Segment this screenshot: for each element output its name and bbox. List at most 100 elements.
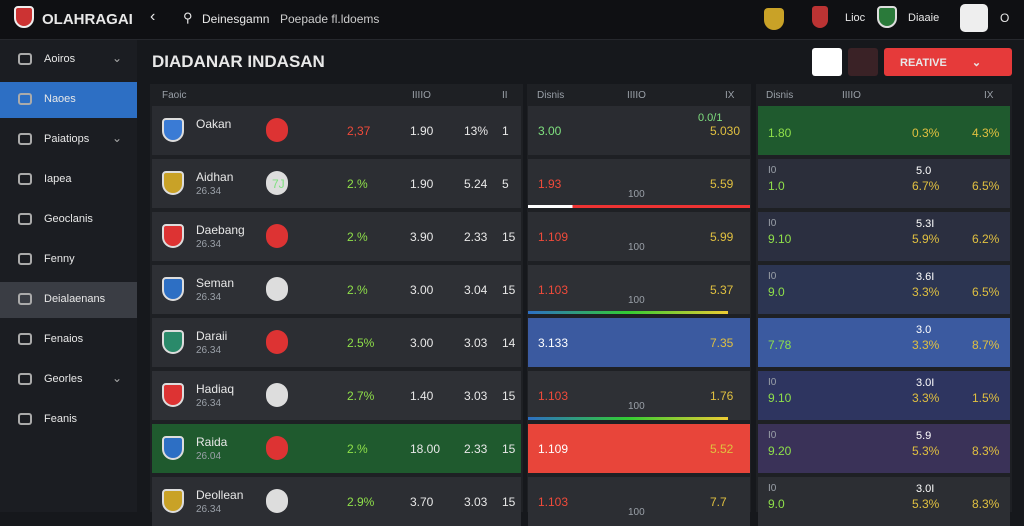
nav-item[interactable]: Naoes: [0, 82, 137, 118]
team-name: Aidhan: [196, 170, 234, 184]
search[interactable]: Deinesgamn: [202, 12, 270, 26]
column-header: Disnis: [537, 90, 565, 101]
value: 1.103: [538, 283, 569, 297]
back[interactable]: ‹: [150, 8, 156, 25]
value: 5: [502, 177, 509, 191]
nav-icon: [18, 133, 32, 145]
value: 0.3%: [912, 126, 940, 140]
value: 7.78: [768, 338, 792, 352]
nav-item[interactable]: Fenaios: [0, 322, 137, 358]
column-header: IIIIO: [412, 90, 431, 101]
table-row: 7.78 3.0 3.3% 8.7%: [758, 318, 1010, 367]
opponent-icon: [266, 171, 288, 195]
value: 1.93: [538, 177, 562, 191]
value: 4.3%: [972, 126, 1000, 140]
value: 1.0: [768, 179, 785, 193]
panel: Disnis IIIIO IX 1.80 0.3% 4.3% I0 1.0 5.0 6.7% 6.5…: [756, 84, 1012, 526]
value: 3.0I: [916, 483, 935, 495]
nav-item[interactable]: Fenny: [0, 242, 137, 278]
icon-button[interactable]: [812, 48, 842, 76]
nav-item[interactable]: Geoclanis: [0, 202, 137, 238]
team-sub: 26.34: [196, 239, 222, 250]
chevron: ⌄: [112, 51, 123, 65]
value: 3.04: [464, 283, 488, 297]
value: 5.52: [710, 442, 734, 456]
value: 2.%: [347, 442, 368, 456]
value: 18.00: [410, 442, 441, 456]
nav-icon: [18, 213, 32, 225]
team-sub: 26.34: [196, 504, 222, 515]
value: 6.2%: [972, 232, 1000, 246]
team-crest: [162, 224, 184, 248]
value: 2,37: [347, 124, 371, 138]
value: 9.0: [768, 285, 785, 299]
table-row: Raida 26.04 2.% 18.00 2.33 15: [152, 424, 521, 473]
menu-item[interactable]: Lioc: [845, 12, 866, 24]
label: 100: [628, 242, 645, 253]
value: 5.59: [710, 177, 734, 191]
chevron: ⌄: [112, 131, 123, 145]
nav-item[interactable]: Deialaenans: [0, 282, 137, 318]
search-icon[interactable]: ⚲: [183, 10, 193, 25]
label: I0: [768, 430, 777, 441]
nav-item[interactable]: Georles ⌄: [0, 362, 137, 398]
value: 7J: [272, 177, 285, 191]
value: 8.3%: [972, 497, 1000, 511]
value: 5.3%: [912, 444, 940, 458]
value: 3.3%: [912, 285, 940, 299]
progress: [528, 205, 750, 208]
table-row: I0 9.10 5.3I 5.9% 6.2%: [758, 212, 1010, 261]
nav-icon: [18, 93, 32, 105]
value: 1.103: [538, 389, 569, 403]
button[interactable]: REATIVE ⌄: [884, 48, 1012, 76]
value: 9.10: [768, 232, 792, 246]
value: 7.7: [710, 495, 727, 509]
button-label: REATIVE: [900, 57, 947, 69]
value: 15: [502, 442, 516, 456]
menu-item[interactable]: Diaaie: [908, 12, 940, 24]
nav-icon: [18, 173, 32, 185]
value: 14: [502, 336, 516, 350]
opponent-icon: [266, 224, 288, 248]
menu-item[interactable]: O: [1000, 11, 1010, 25]
value: 6.7%: [912, 179, 940, 193]
value: 3.3%: [912, 338, 940, 352]
nav-item[interactable]: Iapea: [0, 162, 137, 198]
nav-item[interactable]: Paiatiops ⌄: [0, 122, 137, 158]
team-sub: 26.04: [196, 451, 222, 462]
team-name: Seman: [196, 276, 235, 290]
value: 9.20: [768, 444, 792, 458]
table-row: I0 9.20 5.9 5.3% 8.3%: [758, 424, 1010, 473]
table-row: 1.80 0.3% 4.3%: [758, 106, 1010, 155]
nav-item[interactable]: Aoiros ⌄: [0, 42, 137, 78]
value: 3.03: [464, 389, 488, 403]
team-crest: [162, 436, 184, 460]
nav-label: Aoiros: [44, 53, 76, 65]
opponent-icon: [266, 436, 288, 460]
team-sub: 26.34: [196, 398, 222, 409]
emblem: [764, 8, 784, 30]
panel: Disnis IIIIO IX 3.00 0.0/1 5.030 1.93 100 5.59 1.…: [527, 84, 751, 526]
value: 2.5%: [347, 336, 375, 350]
value: 9.10: [768, 391, 792, 405]
column-header: Disnis: [766, 90, 794, 101]
value: 2.%: [347, 230, 368, 244]
team-crest: [162, 330, 184, 354]
table-row: Deollean 26.34 2.9% 3.70 3.03 15: [152, 477, 521, 526]
table-row: Oakan 2,37 1.90 13% 1: [152, 106, 521, 155]
table-row: 1.103 100 1.76: [528, 371, 750, 420]
nav-item[interactable]: Feanis: [0, 402, 137, 438]
icon-button[interactable]: [848, 48, 878, 76]
label: I0: [768, 165, 777, 176]
team-crest: [162, 277, 184, 301]
value: 3.6I: [916, 271, 935, 283]
table-row: Daebang 26.34 2.% 3.90 2.33 15: [152, 212, 521, 261]
nav-icon: [18, 53, 32, 65]
opponent-icon: [266, 330, 288, 354]
table-row: 3.00 0.0/1 5.030: [528, 106, 750, 155]
value: 1.109: [538, 442, 569, 456]
team-name: Daebang: [196, 223, 245, 237]
avatar[interactable]: [960, 4, 988, 32]
table-row: 3.133 7.35: [528, 318, 750, 367]
team-name: Hadiaq: [196, 382, 235, 396]
